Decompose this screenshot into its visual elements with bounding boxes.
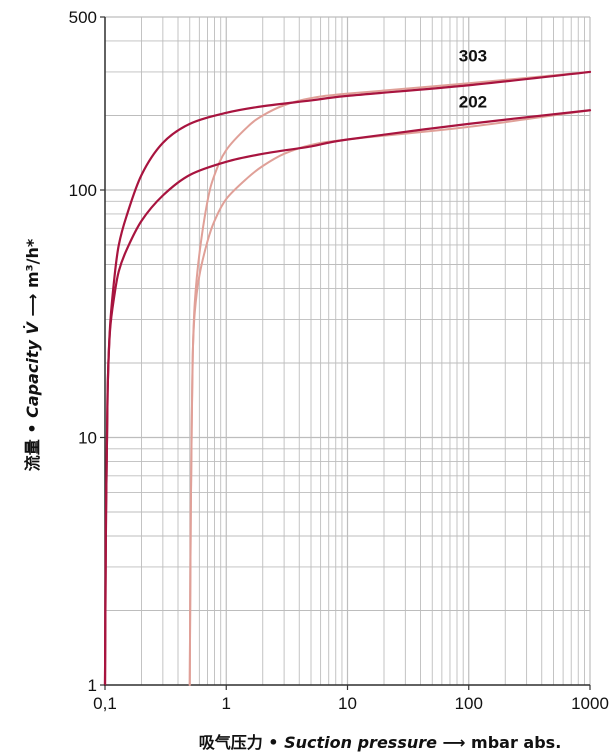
series-label-303: 303 <box>459 47 487 66</box>
series-line-curve-2 <box>188 70 591 686</box>
x-tick-label: 1 <box>222 694 231 713</box>
y-axis-title-en: Capacity V̇ <box>23 320 42 417</box>
x-axis-title-arrow: ⟶ <box>437 733 471 752</box>
x-axis-title-cn: 吸气压力 <box>199 733 263 752</box>
y-tick-labels: 1 10 100 500 <box>69 8 105 695</box>
x-axis-title-sep: • <box>263 733 284 752</box>
curves <box>103 70 592 687</box>
y-axis-title-sep: • <box>23 418 42 439</box>
y-axis-title-cn: 流量 <box>23 439 42 471</box>
y-tick-label: 10 <box>78 428 97 447</box>
x-tick-label: 100 <box>455 694 483 713</box>
y-axis-title-unit: m³/h* <box>23 238 42 288</box>
series-line-curve-3 <box>188 109 591 686</box>
y-axis-title: 流量 • Capacity V̇ ⟶ m³/h* <box>23 238 42 471</box>
x-axis-title-unit: mbar abs. <box>471 733 561 752</box>
x-axis-title: 吸气压力 • Suction pressure ⟶ mbar abs. <box>199 733 562 752</box>
x-tick-label: 0,1 <box>93 694 117 713</box>
series-line-202 <box>103 109 592 687</box>
x-tick-label: 10 <box>338 694 357 713</box>
x-axis-title-en: Suction pressure <box>284 733 437 752</box>
y-axis-title-arrow: ⟶ <box>23 288 42 322</box>
series-label-202: 202 <box>459 93 487 112</box>
x-tick-label: 1000 <box>571 694 609 713</box>
y-tick-label: 500 <box>69 8 97 27</box>
y-tick-label: 1 <box>88 676 97 695</box>
y-tick-label: 100 <box>69 181 97 200</box>
x-tick-labels: 0,1 1 10 100 1000 <box>93 685 609 713</box>
series-labels: 303 202 <box>459 47 487 112</box>
